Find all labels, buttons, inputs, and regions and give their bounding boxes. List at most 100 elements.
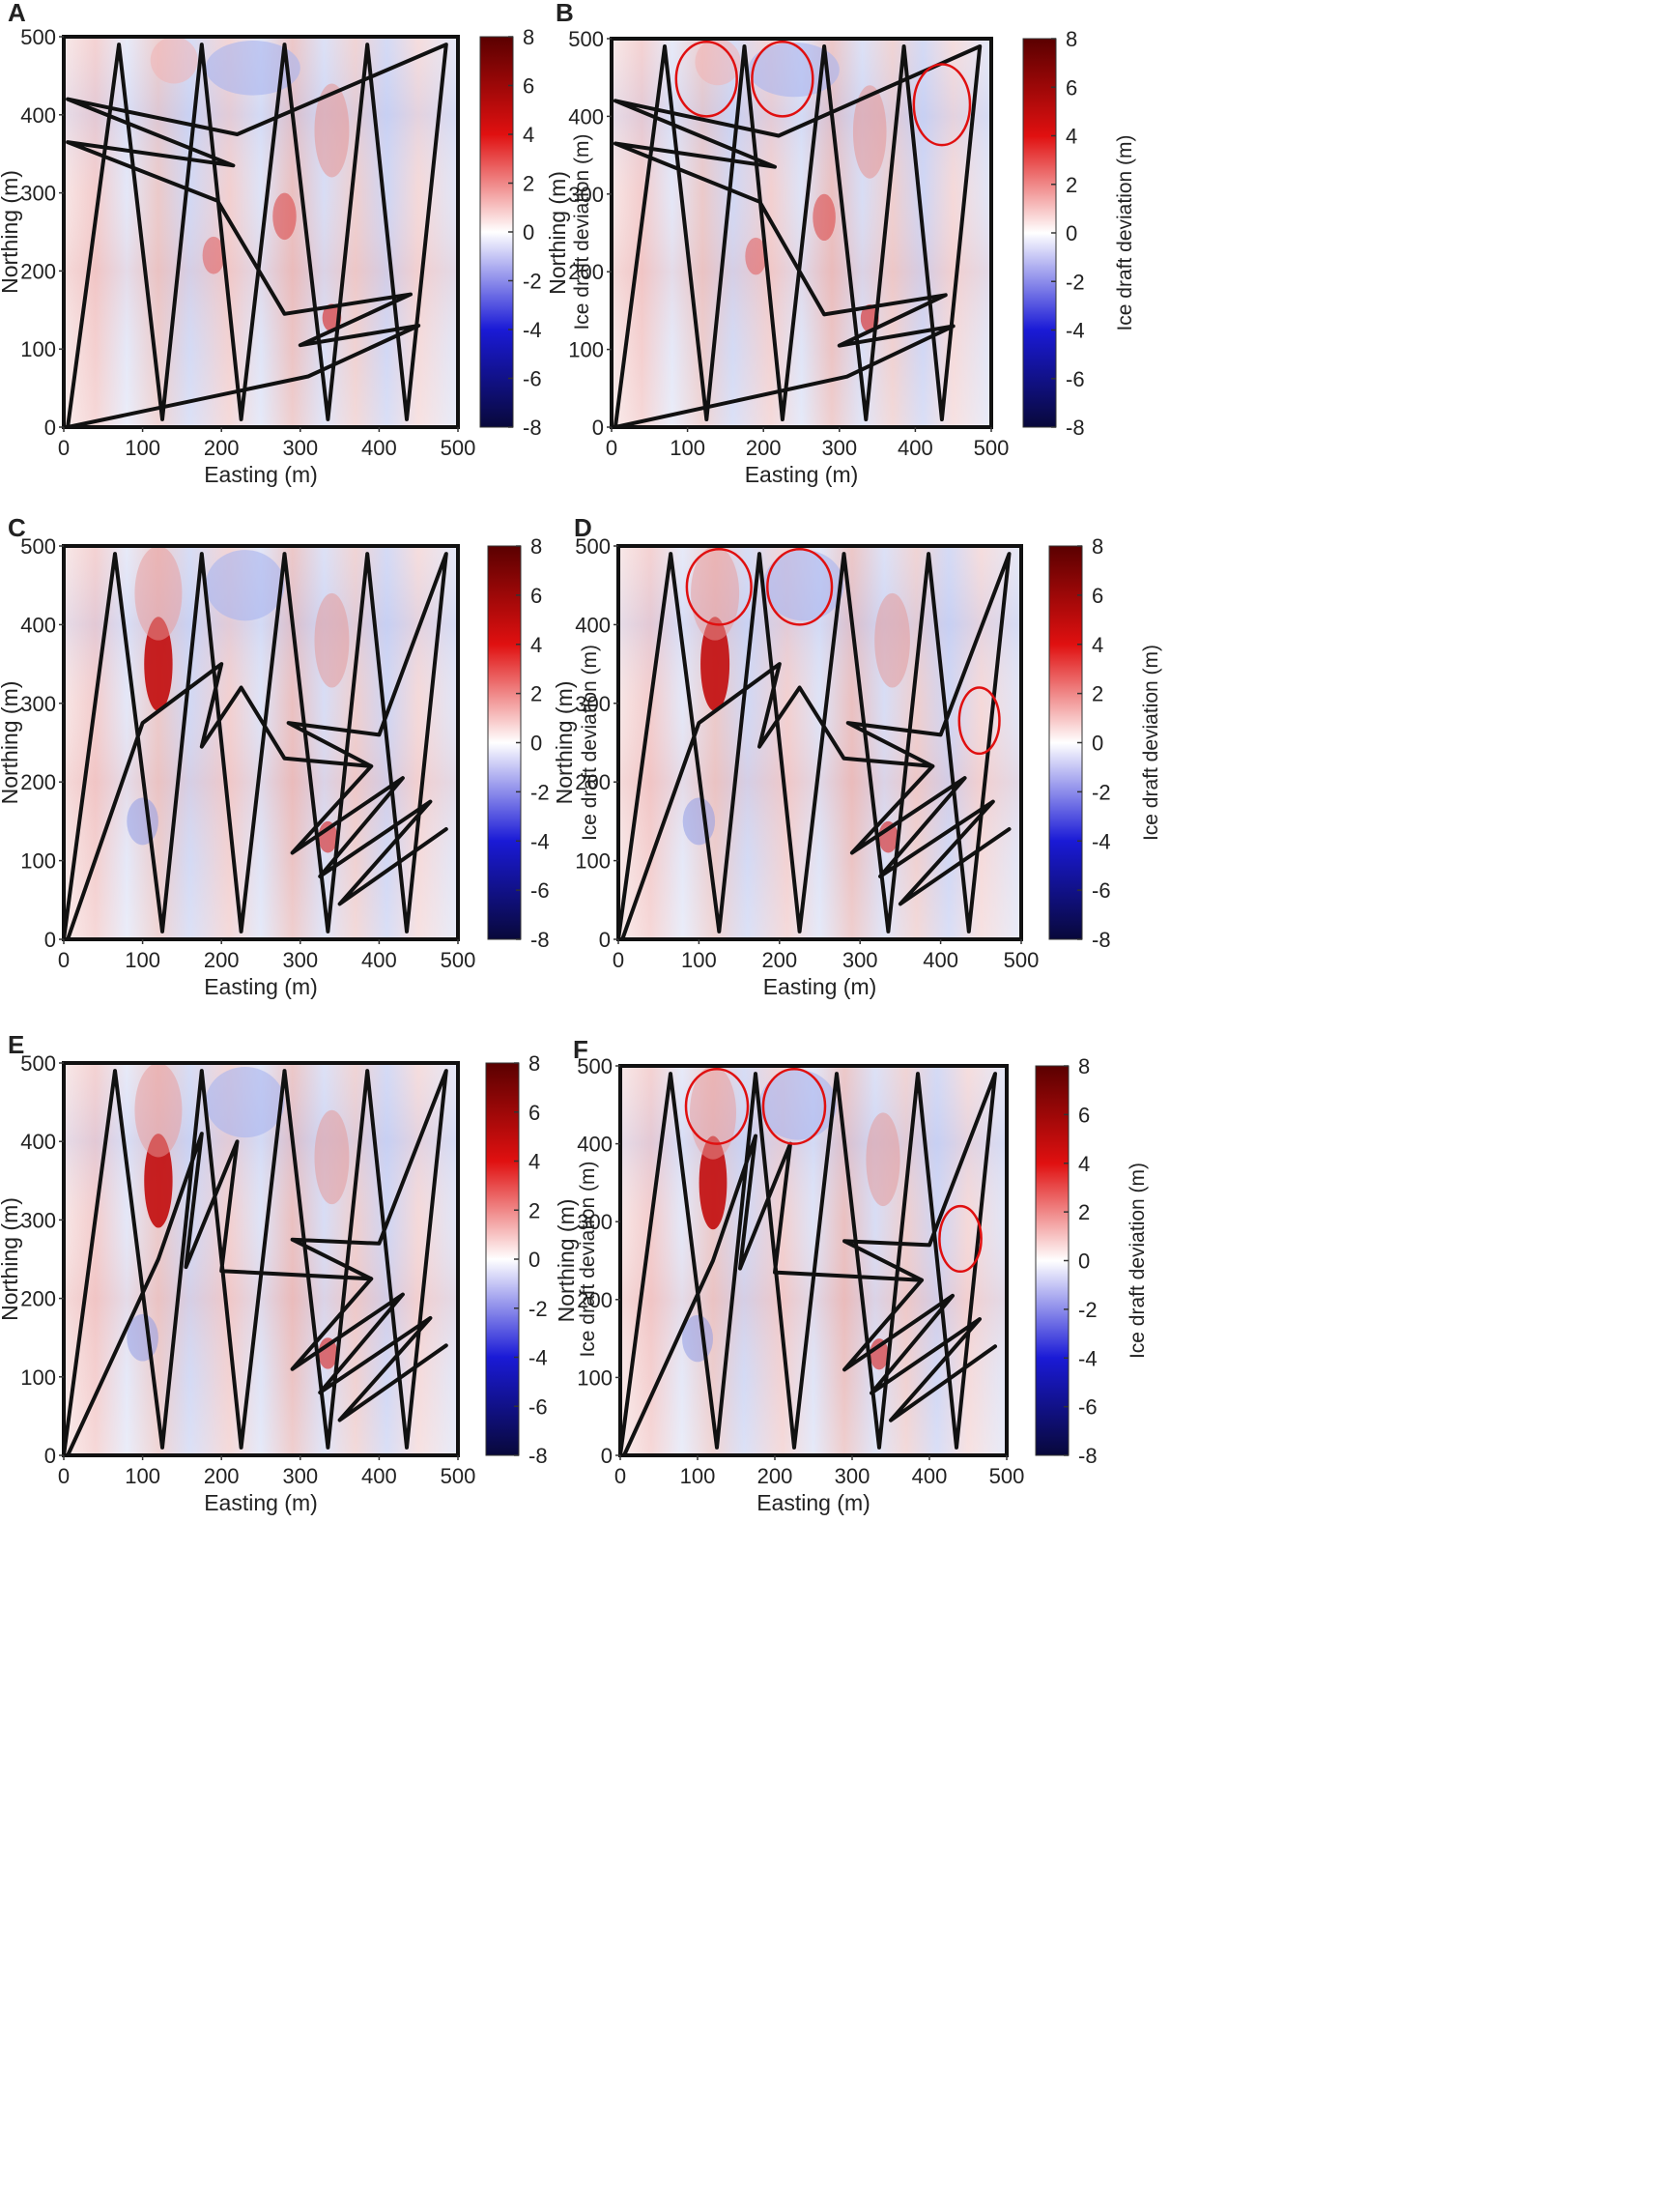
colorbar-tick-label: -6	[1066, 367, 1085, 391]
y-tick-label: 100	[20, 1365, 56, 1390]
heatmap-anomaly	[763, 550, 844, 621]
x-tick-label: 0	[58, 1464, 70, 1488]
x-tick-label: 500	[441, 948, 476, 972]
colorbar-tick-label: 0	[1092, 732, 1103, 756]
x-tick-label: 100	[125, 948, 160, 972]
colorbar-tick-label: 2	[528, 1198, 540, 1222]
y-tick-label: 300	[568, 183, 604, 207]
x-axis-label: Easting (m)	[204, 974, 318, 999]
y-tick-label: 200	[575, 770, 611, 794]
heatmap-anomaly	[144, 1134, 173, 1228]
heatmap-anomaly	[134, 1063, 183, 1158]
colorbar-tick-label: -8	[528, 1444, 548, 1468]
x-tick-label: 300	[835, 1464, 870, 1488]
x-axis-label: Easting (m)	[756, 1490, 870, 1515]
y-axis-label: Northing (m)	[554, 1199, 579, 1323]
vehicle-track	[62, 552, 448, 941]
colorbar-label: Ice draft deviation (m)	[571, 133, 593, 330]
colorbar-tick-label: 4	[1092, 633, 1103, 657]
colorbar-tick-label: -2	[528, 1297, 548, 1321]
heatmap-anomaly	[202, 236, 225, 274]
colorbar-tick-label: 2	[1092, 682, 1103, 706]
colorbar-tick-label: 2	[1066, 173, 1077, 197]
colorbar-tick-label: 8	[1066, 27, 1077, 51]
y-tick-label: 100	[20, 849, 56, 874]
colorbar-tick-label: 8	[523, 25, 534, 49]
x-axis-label: Easting (m)	[763, 974, 877, 999]
y-tick-label: 400	[20, 613, 56, 637]
x-tick-label: 500	[441, 1464, 476, 1488]
colorbar-tick-label: 0	[528, 1248, 540, 1272]
heatmap-anomaly	[682, 797, 716, 846]
colorbar-label: Ice draft deviation (m)	[579, 645, 601, 841]
colorbar-tick-label: -8	[1066, 416, 1085, 440]
colorbar	[1048, 545, 1083, 940]
colorbar-tick-label: 4	[1078, 1152, 1090, 1176]
colorbar-tick-label: 6	[530, 584, 542, 608]
colorbar-tick-label: 4	[528, 1150, 540, 1174]
y-tick-label: 400	[575, 613, 611, 637]
x-tick-label: 200	[204, 436, 240, 460]
colorbar	[1022, 38, 1057, 428]
y-tick-label: 500	[20, 534, 56, 559]
vehicle-track-segment	[842, 1278, 997, 1422]
y-tick-label: 100	[20, 337, 56, 361]
heatmap-anomaly	[699, 1135, 728, 1230]
highlight-circle	[766, 548, 834, 626]
heatmap-anomaly	[813, 193, 836, 242]
colorbar-tick-label: -8	[1078, 1444, 1098, 1468]
x-tick-label: 500	[989, 1464, 1025, 1488]
vehicle-track-segment	[290, 1277, 448, 1422]
plot-frame	[610, 37, 993, 429]
colorbar-tick-label: -6	[528, 1394, 548, 1419]
colorbar-tick-label: -4	[523, 318, 542, 342]
heatmap-anomaly	[205, 550, 285, 621]
heatmap-anomaly	[144, 617, 173, 711]
x-tick-label: 400	[361, 1464, 397, 1488]
colorbar-tick-label: -4	[530, 829, 550, 853]
plot-frame	[62, 544, 460, 941]
y-tick-label: 200	[577, 1288, 613, 1312]
panel-e: E 0 100 200 300 400 500 0 100 200 300 400 500 Easting…	[0, 1030, 599, 1515]
y-tick-label: 500	[20, 25, 56, 49]
colorbar-tick-label: -8	[523, 416, 542, 440]
vehicle-track	[616, 552, 1012, 941]
colorbar-tick-label: -2	[523, 270, 542, 294]
highlight-circle	[685, 548, 753, 626]
vehicle-track	[62, 1069, 448, 1457]
x-tick-label: 300	[282, 948, 318, 972]
colorbar-tick-label: 4	[530, 633, 542, 657]
heatmap-anomaly	[134, 546, 183, 641]
colorbar-label: Ice draft deviation (m)	[577, 1161, 599, 1357]
y-tick-label: 200	[20, 259, 56, 283]
panel-label: C	[8, 513, 26, 542]
colorbar	[1035, 1065, 1070, 1456]
colorbar	[485, 1062, 520, 1456]
colorbar-tick-label: 6	[1078, 1103, 1090, 1127]
colorbar-tick-label: -8	[530, 928, 550, 952]
colorbar	[479, 36, 514, 428]
x-tick-label: 0	[58, 436, 70, 460]
y-tick-label: 100	[577, 1365, 613, 1390]
colorbar-tick-label: 8	[1078, 1054, 1090, 1078]
heatmap-anomaly	[150, 37, 198, 84]
panel-label: B	[556, 0, 574, 27]
y-axis-label: Northing (m)	[545, 171, 570, 295]
heatmap-anomaly	[700, 617, 730, 711]
y-tick-label: 200	[20, 770, 56, 794]
heatmap-anomaly	[852, 85, 887, 179]
colorbar-tick-label: 4	[523, 123, 534, 147]
x-tick-label: 100	[680, 1464, 716, 1488]
panel-label: D	[574, 513, 592, 542]
panel-a: A 0 100 200 300 400 500 0 100 200 300 400 500 Easting…	[0, 0, 593, 487]
x-tick-label: 0	[614, 1464, 626, 1488]
heatmap-field-overlay	[64, 37, 458, 427]
heatmap-anomaly	[878, 820, 899, 853]
colorbar-tick-label: 0	[1078, 1250, 1090, 1274]
heatmap-anomaly	[759, 1070, 837, 1140]
colorbar-tick-label: -4	[1092, 829, 1111, 853]
x-axis-label: Easting (m)	[204, 462, 318, 487]
heatmap-anomaly	[318, 1337, 338, 1369]
highlight-circle	[761, 1067, 827, 1145]
